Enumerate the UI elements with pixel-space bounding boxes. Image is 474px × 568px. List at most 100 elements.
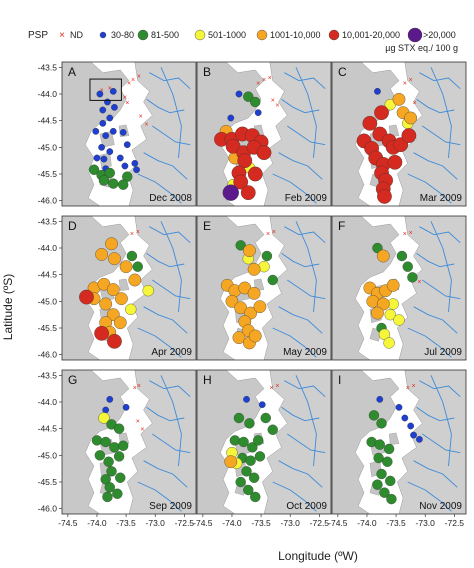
point-c3 xyxy=(142,284,154,297)
river xyxy=(149,72,191,90)
point-c2 xyxy=(385,475,396,487)
river xyxy=(287,279,326,300)
point-c2 xyxy=(109,442,120,453)
point-c2 xyxy=(379,487,390,498)
point-c1 xyxy=(111,103,118,111)
point-nd: × xyxy=(268,75,272,82)
point-nd: × xyxy=(140,427,144,434)
x-tick-label: -73.5 xyxy=(251,518,271,528)
river xyxy=(422,125,461,146)
point-nd: × xyxy=(266,231,270,238)
point-c1 xyxy=(374,87,381,95)
coastline-west xyxy=(62,370,130,514)
legend-marker-c6 xyxy=(407,27,423,43)
x-tick-label: -74.5 xyxy=(328,518,348,528)
point-c2 xyxy=(245,455,256,466)
river xyxy=(287,125,326,146)
river xyxy=(137,327,182,358)
panel-letter: E xyxy=(203,219,211,233)
point-c2 xyxy=(98,175,110,186)
point-nd: × xyxy=(272,229,276,236)
point-c4 xyxy=(253,300,267,314)
point-c1 xyxy=(109,127,117,135)
panel-date: May 2009 xyxy=(283,347,327,358)
point-c2 xyxy=(386,493,397,505)
point-c1 xyxy=(93,154,101,162)
point-c1 xyxy=(395,403,403,411)
point-c2 xyxy=(250,491,261,503)
river xyxy=(430,221,452,313)
x-tick-label: -74.0 xyxy=(222,518,242,528)
panel-letter: H xyxy=(203,373,212,387)
panel-letter: A xyxy=(68,65,76,79)
panel-date: Feb 2009 xyxy=(285,193,328,204)
point-c4 xyxy=(247,262,261,276)
panel-h: × × H Oct 2009 -74.5 -74.0 -73.5 -73.0 -72.5 xyxy=(193,369,332,528)
point-c1 xyxy=(98,143,105,151)
legend-title: PSP xyxy=(28,30,48,41)
point-c2 xyxy=(113,423,125,434)
point-nd: × xyxy=(137,383,141,390)
point-c2 xyxy=(261,250,273,262)
point-c2 xyxy=(254,451,266,462)
river xyxy=(295,375,317,467)
river xyxy=(143,460,188,488)
point-c2 xyxy=(396,250,408,262)
point-c1 xyxy=(131,159,139,167)
legend-entry-c1: 30-80 xyxy=(99,30,134,40)
point-nd: × xyxy=(409,77,413,84)
legend-marker-c4 xyxy=(256,29,268,41)
x-tick-label: -72.5 xyxy=(310,518,330,528)
mainland xyxy=(397,370,466,514)
point-c5 xyxy=(247,166,263,182)
y-tick-label: -43.5 xyxy=(38,216,58,226)
point-c2 xyxy=(368,410,380,421)
x-tick-label: -74.5 xyxy=(193,518,213,528)
river xyxy=(413,306,458,334)
point-nd: × xyxy=(270,385,274,392)
point-c1 xyxy=(119,129,127,136)
point-c2 xyxy=(374,439,385,450)
point-c4 xyxy=(119,260,133,274)
point-c2 xyxy=(112,488,123,499)
point-nd: × xyxy=(125,100,129,107)
y-tick-label: -46.0 xyxy=(38,504,58,514)
river xyxy=(419,380,461,398)
mainland xyxy=(397,216,466,360)
panel-frame xyxy=(331,369,467,515)
river xyxy=(430,375,452,467)
point-c2 xyxy=(94,450,106,461)
island xyxy=(388,124,400,137)
point-c3 xyxy=(125,303,137,316)
coastline-west xyxy=(62,216,130,360)
point-c2 xyxy=(88,164,100,175)
river xyxy=(152,279,191,300)
point-c6 xyxy=(222,184,239,201)
panel-date: Mar 2009 xyxy=(420,193,463,204)
point-nd: × xyxy=(413,100,417,107)
point-c4 xyxy=(243,244,256,258)
x-tick-label: -74.0 xyxy=(87,518,107,528)
x-tick-label: -74.5 xyxy=(58,518,78,528)
point-c1 xyxy=(102,406,110,414)
point-c1 xyxy=(116,154,124,162)
point-nd: × xyxy=(403,80,407,87)
point-c5 xyxy=(94,325,109,341)
river xyxy=(407,481,452,512)
point-c1 xyxy=(109,87,117,95)
legend-entry-c6: >20,000 xyxy=(407,27,456,43)
panel-letter: F xyxy=(338,219,345,233)
point-c4 xyxy=(247,286,261,300)
point-c1 xyxy=(133,166,140,174)
point-nd: × xyxy=(262,77,266,84)
point-c2 xyxy=(100,436,111,448)
coastline-west xyxy=(332,370,400,514)
point-c2 xyxy=(382,456,393,467)
point-c1 xyxy=(96,90,104,98)
point-nd: × xyxy=(409,230,413,237)
point-c1 xyxy=(99,106,107,114)
legend: PSP × ND 30-80 81-500 501-1000 1001-10,000 10,… xyxy=(28,27,458,53)
legend-label: 10,001-20,000 xyxy=(342,30,400,40)
river xyxy=(430,67,452,159)
